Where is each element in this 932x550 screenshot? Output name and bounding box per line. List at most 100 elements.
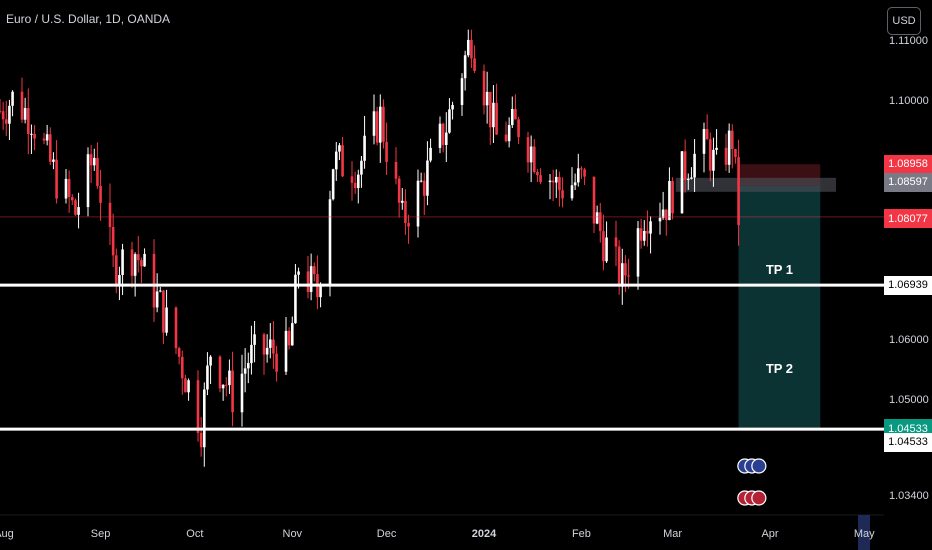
candle-body [580, 168, 583, 170]
time-tick-label: May [853, 528, 875, 540]
candle-body [89, 154, 93, 166]
candle-body [353, 182, 357, 189]
price-label-level-2: 1.04533 [884, 432, 932, 452]
candle-body [686, 178, 690, 180]
candle-body [526, 137, 530, 163]
price-label-stop: 1.08958 [884, 154, 932, 174]
candle-body [221, 384, 225, 389]
time-tick-label: Feb [571, 528, 591, 540]
candle-body [385, 141, 388, 163]
candle-body [712, 149, 715, 171]
candle-body [111, 226, 115, 256]
candle-body [243, 368, 247, 374]
candle-body [184, 378, 187, 393]
candle-body [470, 39, 473, 59]
time-tick-label: Sep [90, 528, 111, 540]
candle-body [363, 135, 366, 161]
candle-body [4, 119, 8, 124]
candle-body [180, 356, 184, 379]
candle-body [297, 271, 300, 275]
candle-body [356, 174, 360, 189]
candle-body [202, 389, 206, 448]
candle-body [448, 109, 451, 133]
candle-body [624, 263, 627, 276]
candle-body [45, 134, 49, 141]
candle-body [92, 157, 96, 166]
currency-button[interactable]: USD [887, 7, 921, 35]
candle-body [11, 91, 14, 106]
candle-body [108, 202, 112, 227]
candle-body [294, 274, 297, 324]
candle-body [287, 330, 291, 346]
candle-body [693, 153, 696, 178]
candle-body [118, 274, 121, 286]
event-icons[interactable] [737, 458, 767, 506]
candle-body [583, 169, 586, 177]
candle-body [140, 260, 143, 267]
candle-body [33, 133, 36, 139]
candle-body [52, 159, 55, 162]
candle-body [734, 148, 737, 158]
candle-body [67, 178, 71, 197]
candle-body [331, 169, 335, 200]
candle-body [224, 384, 228, 386]
candle-body [482, 70, 486, 106]
candle-body [400, 200, 404, 203]
candle-body [426, 160, 429, 196]
candle-body [595, 212, 599, 224]
candle-body [360, 160, 363, 175]
candle-body [473, 58, 476, 71]
candle-body [460, 78, 464, 105]
candle-body [394, 162, 398, 179]
candle-body [74, 200, 77, 215]
candle-body [86, 154, 90, 208]
candle-body [20, 91, 24, 120]
candle-body [649, 221, 652, 234]
candle-body [592, 176, 596, 224]
candle-body [671, 181, 674, 214]
candle-body [529, 146, 533, 163]
candle-body [378, 106, 382, 143]
candle-body [492, 102, 495, 128]
candle-body [495, 102, 498, 135]
candle-body [598, 212, 602, 232]
candle-body [372, 111, 376, 136]
candle-body [177, 348, 181, 357]
candle-body [668, 181, 671, 221]
candle-body [463, 55, 467, 79]
candle-body [284, 330, 288, 372]
candle-body [262, 334, 266, 355]
chart-title: Euro / U.S. Dollar, 1D, OANDA [6, 12, 171, 26]
candle-body [504, 134, 508, 142]
candle-body [70, 196, 74, 201]
candle-body [240, 373, 244, 413]
candle-body [1, 111, 5, 120]
candle-body [683, 151, 687, 180]
candle-body [404, 200, 407, 223]
eu-event-flag-icon[interactable] [751, 458, 767, 474]
candle-body [48, 134, 52, 162]
candle-body [532, 146, 536, 173]
candle-body [620, 263, 624, 287]
candle-body [152, 253, 156, 308]
time-tick-label: Dec [376, 528, 397, 540]
short-position-target-zone [738, 185, 821, 430]
price-tick-label: 1.11000 [889, 34, 928, 47]
candle-body [272, 339, 275, 354]
candle-body [350, 176, 354, 183]
candle-body [661, 209, 665, 218]
us-event-flag-icon[interactable] [751, 490, 767, 506]
candle-body [30, 133, 33, 135]
price-label-entry: 1.08597 [884, 172, 932, 192]
candle-body [419, 180, 423, 182]
candle-body [250, 344, 253, 364]
candle-body [246, 363, 250, 369]
candle-body [319, 285, 322, 298]
candle-body [407, 222, 410, 227]
candle-body [218, 356, 222, 389]
candle-body [573, 182, 577, 186]
candle-body [705, 129, 709, 140]
candle-body [576, 168, 580, 183]
candle-body [690, 177, 693, 179]
